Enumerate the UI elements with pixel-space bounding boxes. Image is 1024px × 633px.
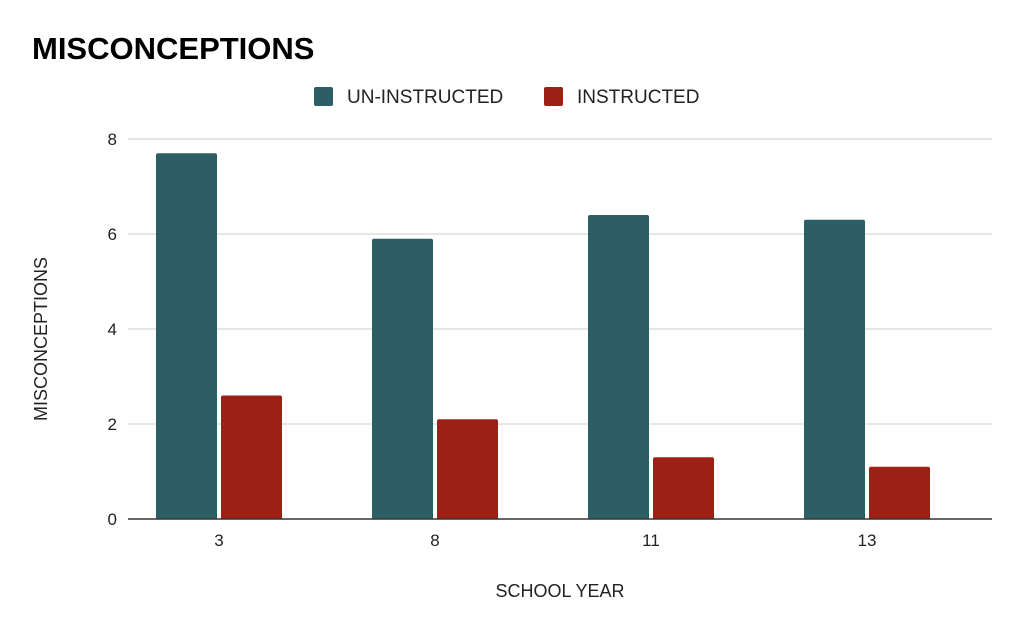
y-tick-label: 2 [108,415,117,434]
legend-label-un-instructed: UN-INSTRUCTED [347,87,503,108]
y-tick-label: 6 [108,225,117,244]
legend-item-un-instructed: UN-INSTRUCTED [314,87,503,108]
legend-item-instructed: INSTRUCTED [544,87,699,108]
bar-instructed-11 [653,457,714,519]
x-axis-ticks: 3 8 11 13 [214,531,876,550]
bar-instructed-8 [437,419,498,519]
bar-instructed-3 [221,395,282,519]
chart-title: MISCONCEPTIONS [32,31,314,66]
y-tick-label: 0 [108,510,117,529]
y-tick-label: 4 [108,320,117,339]
x-axis-title: SCHOOL YEAR [495,581,624,601]
bar-un-instructed-3 [156,153,217,519]
bar-un-instructed-11 [588,215,649,519]
x-tick-label: 8 [430,531,439,550]
y-axis-ticks: 0 2 4 6 8 [108,130,117,529]
legend: UN-INSTRUCTED INSTRUCTED [314,87,699,108]
y-tick-label: 8 [108,130,117,149]
x-tick-label: 13 [858,531,877,550]
x-tick-label: 3 [214,531,223,550]
legend-swatch-un-instructed [314,87,333,106]
legend-label-instructed: INSTRUCTED [577,87,699,108]
x-tick-label: 11 [642,531,660,550]
bar-un-instructed-13 [804,219,865,519]
bar-instructed-13 [869,466,930,519]
legend-swatch-instructed [544,87,563,106]
y-axis-title: MISCONCEPTIONS [31,257,51,421]
bar-un-instructed-8 [372,238,433,519]
bars [156,153,930,519]
